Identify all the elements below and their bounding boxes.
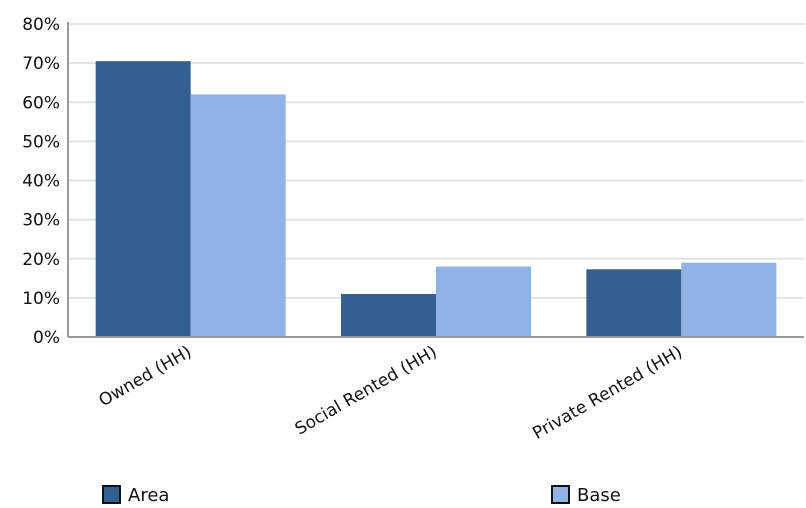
y-tick-label: 70% bbox=[22, 54, 60, 74]
y-tick-label: 30% bbox=[22, 211, 60, 231]
y-tick-label: 0% bbox=[33, 328, 60, 348]
bar-area bbox=[586, 269, 682, 337]
x-axis-category-labels: Owned (HH) Social Rented (HH) Private Rent… bbox=[95, 342, 685, 444]
bar-base bbox=[681, 262, 777, 337]
legend-label-area: Area bbox=[128, 485, 169, 506]
y-axis-tick-labels: 0% 10% 20% 30% 40% 50% 60% 70% 80% bbox=[22, 15, 60, 348]
y-tick-label: 80% bbox=[22, 15, 60, 35]
bars bbox=[95, 61, 777, 337]
x-category-label: Social Rented (HH) bbox=[292, 342, 441, 439]
bar-base bbox=[436, 266, 531, 337]
y-tick-label: 10% bbox=[22, 289, 60, 309]
legend-label-base: Base bbox=[577, 485, 621, 506]
legend-swatch-area bbox=[102, 485, 121, 504]
bar-base bbox=[190, 94, 286, 337]
axes bbox=[67, 22, 804, 338]
y-tick-label: 60% bbox=[22, 93, 60, 113]
legend-swatch-base bbox=[551, 485, 570, 504]
x-category-label: Private Rented (HH) bbox=[529, 342, 685, 444]
legend: Area Base bbox=[102, 485, 621, 506]
y-tick-label: 40% bbox=[22, 172, 60, 192]
bar-area bbox=[341, 293, 436, 337]
y-tick-label: 20% bbox=[22, 250, 60, 270]
y-tick-label: 50% bbox=[22, 132, 60, 152]
bar-area bbox=[95, 61, 191, 337]
x-category-label: Owned (HH) bbox=[95, 342, 195, 411]
